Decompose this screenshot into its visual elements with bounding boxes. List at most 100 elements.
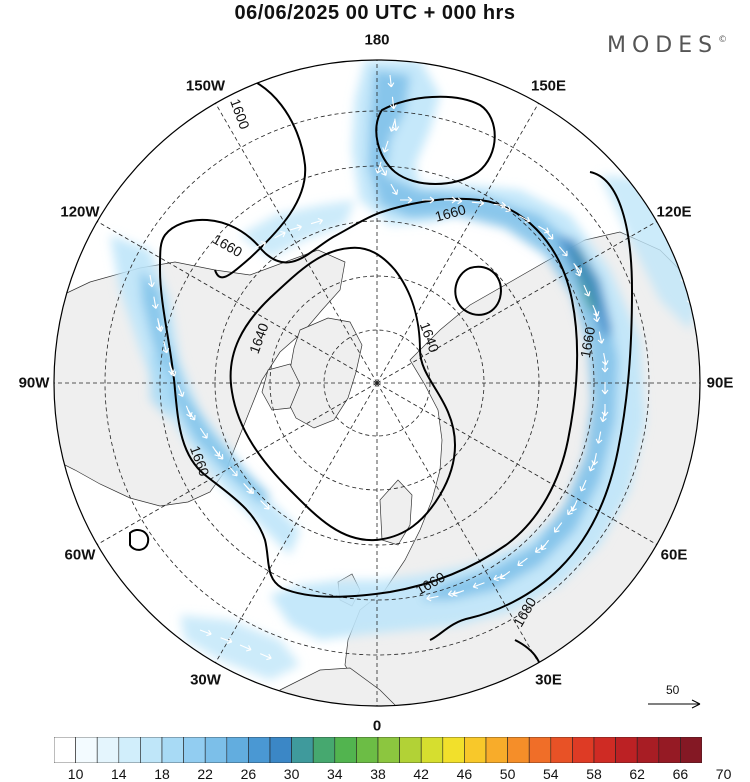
wind-arrow	[574, 264, 582, 277]
colorbar-swatch	[291, 737, 314, 763]
contour-label: 1660	[433, 201, 467, 225]
longitude-label: 180	[364, 31, 390, 49]
wind-arrow	[156, 319, 164, 333]
colorbar-tick-label: 26	[240, 766, 257, 782]
wind-arrow	[389, 119, 396, 132]
longitude-label: 90E	[706, 374, 734, 392]
wind-arrow	[422, 196, 435, 204]
colorbar-tick-label: 54	[543, 766, 559, 782]
wind-arrow	[387, 74, 395, 88]
wind-arrow	[214, 449, 224, 460]
wind-arrow	[593, 309, 601, 323]
meridians	[54, 60, 700, 706]
wind-arrow	[151, 296, 159, 309]
copyright-mark: ©	[718, 35, 728, 45]
wind-arrow	[601, 360, 609, 373]
colorbar-tick-label: 14	[111, 766, 127, 782]
colorbar-swatch	[399, 737, 422, 763]
colorbar-swatch	[377, 737, 400, 763]
wind-arrow	[199, 629, 212, 637]
meridian-line	[376, 103, 539, 384]
meridian-line	[97, 221, 378, 384]
wind-arrow	[599, 409, 607, 423]
colorbar-swatch	[226, 737, 249, 763]
wind-arrow	[601, 382, 609, 395]
meridian-line	[376, 382, 539, 663]
colorbar-swatch	[54, 737, 76, 763]
meridian-line	[215, 103, 378, 384]
wind-arrow	[499, 204, 511, 213]
longitude-label: 30E	[535, 671, 562, 689]
wind-arrow	[239, 644, 252, 652]
wind-arrow	[583, 284, 591, 297]
wind-arrow	[597, 331, 605, 344]
colorbar-tick-label: 46	[456, 766, 473, 782]
wind-arrow	[449, 197, 463, 205]
height-contours	[129, 74, 634, 681]
colorbar-swatch	[442, 737, 465, 763]
wind-arrow	[534, 544, 546, 553]
map-title: 06/06/2025 00 UTC + 000 hrs	[234, 2, 516, 24]
colorbar-swatch	[183, 737, 206, 763]
wind-reference-vector	[648, 699, 701, 709]
colorbar-swatch	[312, 737, 336, 763]
wind-arrow	[554, 522, 563, 533]
wind-arrow	[310, 217, 324, 225]
wind-arrow	[382, 140, 389, 153]
colorbar-swatch	[269, 737, 292, 763]
meridian-line	[376, 382, 657, 545]
colorbar-tick-label: 62	[629, 766, 645, 782]
colorbar-tick-label: 18	[154, 766, 170, 782]
colorbar-tick-label: 58	[586, 766, 602, 782]
colorbar-swatch	[204, 737, 228, 763]
contour-north-pacific-loop	[375, 95, 496, 185]
wind-arrow	[260, 653, 272, 661]
colorbar-swatch	[248, 737, 271, 763]
brand-logo: MODES©	[607, 33, 727, 58]
jet-atlantic-core	[140, 270, 270, 505]
wind-arrow	[177, 385, 185, 398]
wind-arrow	[148, 274, 155, 288]
wind-arrow	[588, 459, 596, 472]
land-arctic-islands	[261, 363, 301, 411]
wind-arrow	[199, 427, 208, 439]
colorbar-swatch	[507, 737, 530, 763]
contour-label: 1660	[577, 325, 598, 359]
wind-arrow	[493, 574, 506, 582]
colorbar-tick-labels: 10 14 18 22 26 30 34 38 42 46 50 54 58 62 66 70	[0, 766, 750, 782]
colorbar-tick-label: 34	[327, 766, 343, 782]
brand-name: MODES	[607, 33, 719, 58]
longitude-label: 0	[372, 717, 382, 735]
colorbar-swatch	[96, 737, 120, 763]
wind-arrow	[447, 590, 461, 598]
wind-arrow	[379, 164, 388, 176]
colorbar-swatch	[75, 737, 98, 763]
wind-arrow	[228, 466, 238, 477]
wind-arrow	[518, 215, 531, 223]
colorbar-swatch	[572, 737, 595, 763]
wind-arrow	[390, 183, 399, 196]
colorbar	[54, 737, 702, 763]
colorbar-tick-label: 70	[715, 766, 732, 782]
colorbar-tick-label: 66	[672, 766, 689, 782]
wind-arrow	[244, 484, 255, 495]
longitude-label: 60E	[660, 546, 688, 563]
wind-arrow	[389, 96, 397, 110]
wind-arrow	[375, 161, 382, 174]
colorbar-swatch	[118, 737, 141, 763]
wind-arrow	[544, 229, 554, 240]
colorbar-tick-label: 42	[413, 766, 429, 782]
map-border	[53, 59, 701, 707]
contour-small-loop-asia	[454, 265, 502, 316]
colorbar-swatch	[615, 737, 638, 763]
wind-arrow	[472, 582, 485, 589]
colorbar-swatch	[636, 737, 660, 763]
colorbar-tick-label: 22	[197, 766, 213, 782]
longitude-label: 150W	[185, 77, 226, 95]
colorbar-swatch	[680, 737, 702, 763]
wind-arrow	[558, 246, 568, 257]
colorbar-tick-label: 50	[499, 766, 516, 782]
longitude-label: 150E	[530, 77, 567, 95]
colorbar-swatch	[161, 737, 184, 763]
